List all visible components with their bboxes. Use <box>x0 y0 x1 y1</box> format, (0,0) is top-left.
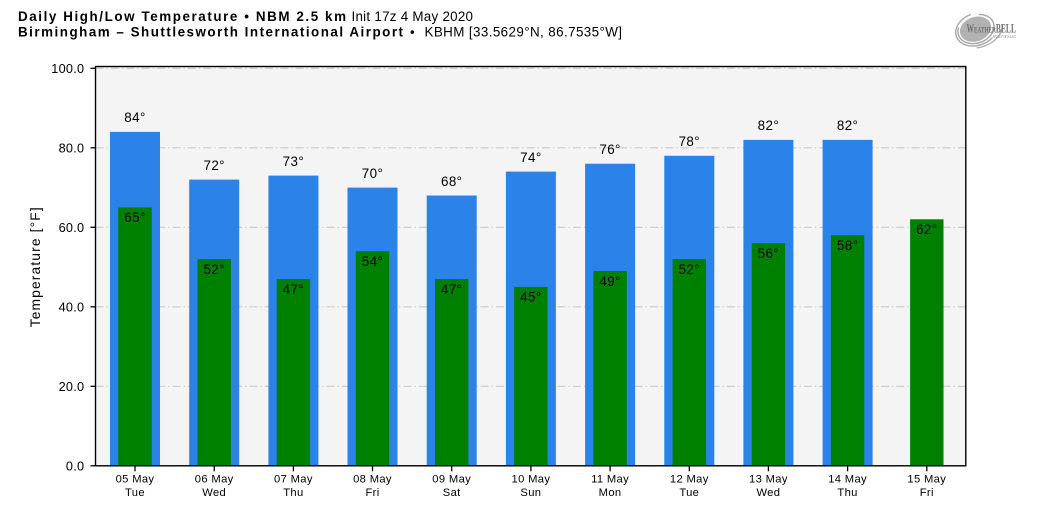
svg-text:07 May: 07 May <box>274 474 313 486</box>
svg-text:Sat: Sat <box>443 487 461 499</box>
svg-text:Fri: Fri <box>920 487 934 499</box>
svg-text:68°: 68° <box>441 174 462 189</box>
svg-text:08 May: 08 May <box>353 474 392 486</box>
svg-text:Tue: Tue <box>125 487 145 499</box>
svg-text:40.0: 40.0 <box>59 301 85 315</box>
svg-text:54°: 54° <box>362 254 383 269</box>
svg-text:72°: 72° <box>203 158 224 173</box>
svg-text:Fri: Fri <box>365 487 379 499</box>
svg-text:84°: 84° <box>124 110 145 125</box>
svg-text:Wed: Wed <box>756 487 780 499</box>
svg-text:15 May: 15 May <box>907 474 946 486</box>
svg-text:74°: 74° <box>520 150 541 165</box>
svg-text:14 May: 14 May <box>828 474 867 486</box>
svg-text:65°: 65° <box>124 210 145 225</box>
svg-text:Wed: Wed <box>202 487 226 499</box>
svg-text:13 May: 13 May <box>749 474 788 486</box>
svg-text:Tue: Tue <box>679 487 699 499</box>
svg-text:0.0: 0.0 <box>66 460 84 474</box>
svg-text:80.0: 80.0 <box>59 142 85 156</box>
svg-text:78°: 78° <box>679 134 700 149</box>
svg-text:45°: 45° <box>520 290 541 305</box>
svg-text:82°: 82° <box>758 118 779 133</box>
svg-text:70°: 70° <box>362 166 383 181</box>
svg-text:100.0: 100.0 <box>51 62 84 76</box>
svg-text:20.0: 20.0 <box>59 380 85 394</box>
svg-text:62°: 62° <box>916 222 937 237</box>
svg-text:ANALYTICS LLC: ANALYTICS LLC <box>992 35 1016 39</box>
svg-text:82°: 82° <box>837 118 858 133</box>
svg-text:56°: 56° <box>758 246 779 261</box>
svg-text:76°: 76° <box>599 142 620 157</box>
svg-text:11 May: 11 May <box>591 474 629 486</box>
svg-text:Init 17z 4 May 2020: Init 17z 4 May 2020 <box>352 9 474 24</box>
svg-text:Daily High/Low Temperature • N: Daily High/Low Temperature • NBM 2.5 km <box>18 9 346 24</box>
svg-text:Mon: Mon <box>599 487 622 499</box>
svg-text:12 May: 12 May <box>670 474 709 486</box>
svg-text:10 May: 10 May <box>512 474 551 486</box>
svg-text:58°: 58° <box>837 238 858 253</box>
svg-text:73°: 73° <box>283 154 304 169</box>
svg-text:•: • <box>410 24 415 39</box>
svg-text:60.0: 60.0 <box>59 221 85 235</box>
svg-text:47°: 47° <box>441 282 462 297</box>
svg-text:52°: 52° <box>203 262 224 277</box>
svg-text:06 May: 06 May <box>195 474 234 486</box>
svg-text:Temperature [°F]: Temperature [°F] <box>28 207 43 327</box>
svg-text:Thu: Thu <box>837 487 857 499</box>
svg-text:WEATHERBELL: WEATHERBELL <box>967 22 1017 36</box>
svg-text:Sun: Sun <box>520 487 541 499</box>
svg-text:52°: 52° <box>679 262 700 277</box>
svg-text:Birmingham – Shuttlesworth Int: Birmingham – Shuttlesworth International… <box>18 24 404 39</box>
svg-text:Thu: Thu <box>283 487 303 499</box>
svg-text:05 May: 05 May <box>116 474 155 486</box>
svg-text:09 May: 09 May <box>432 474 471 486</box>
svg-text:49°: 49° <box>599 274 620 289</box>
svg-text:47°: 47° <box>283 282 304 297</box>
svg-text:KBHM [33.5629°N, 86.7535°W]: KBHM [33.5629°N, 86.7535°W] <box>425 24 623 39</box>
